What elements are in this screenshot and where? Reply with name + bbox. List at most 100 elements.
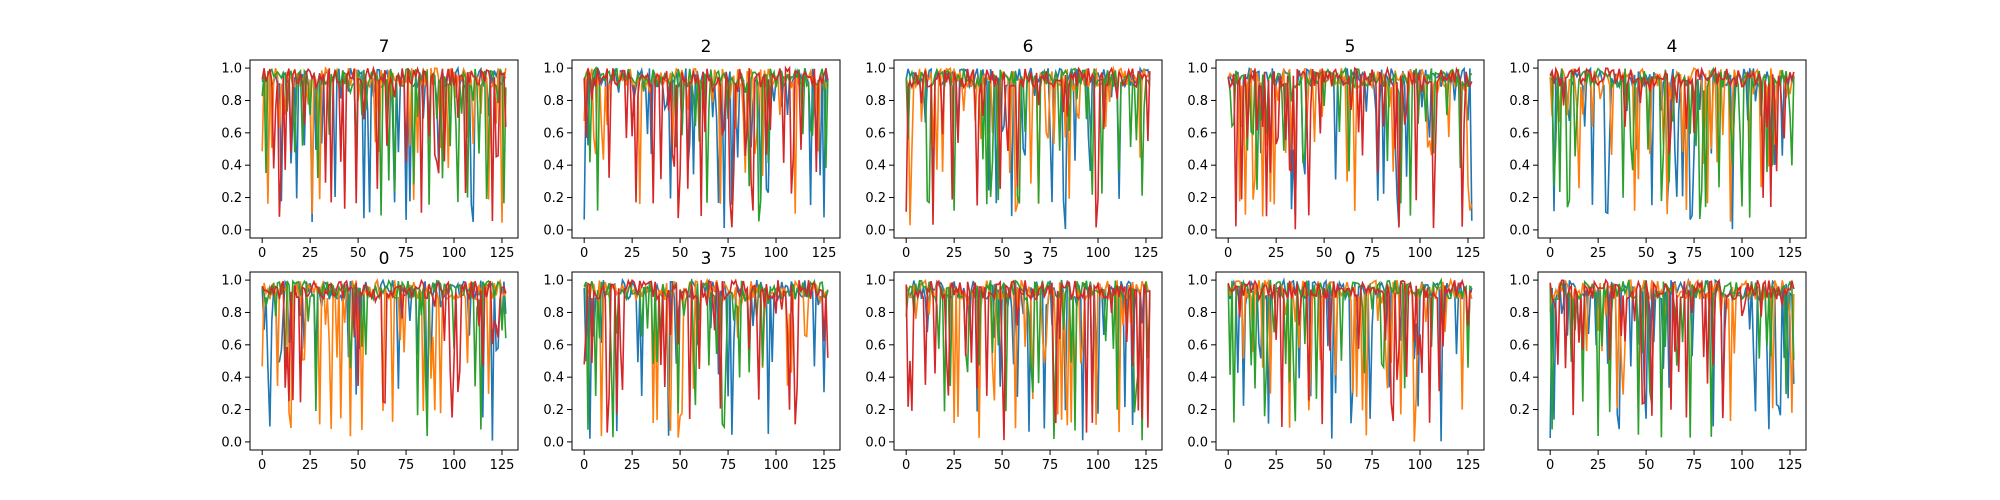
y-tick-label: 0.2 <box>1187 403 1208 418</box>
y-tick-label: 0.8 <box>1187 94 1208 109</box>
y-tick-label: 0.2 <box>221 403 242 418</box>
y-tick-label: 1.0 <box>865 62 886 77</box>
x-tick-label: 75 <box>1364 246 1381 261</box>
x-tick-label: 125 <box>1456 458 1481 473</box>
subplot-9: 0 25 50 75 100 125 0.0 0.2 0.4 0.6 0.8 1.0 0 <box>1187 249 1485 473</box>
x-tick-label: 50 <box>994 458 1011 473</box>
series-line-3 <box>261 278 507 437</box>
series-line-4 <box>905 279 1151 441</box>
x-tick-label: 0 <box>258 458 266 473</box>
x-tick-label: 100 <box>442 458 467 473</box>
y-tick-label: 0.6 <box>543 338 564 353</box>
x-tick-label: 50 <box>350 246 367 261</box>
y-tick-label: 0.4 <box>1509 371 1530 386</box>
y-tick-label: 1.0 <box>865 274 886 289</box>
y-tick-label: 0.8 <box>543 306 564 321</box>
y-tick-label: 0.8 <box>1187 306 1208 321</box>
y-tick-label: 0.8 <box>865 306 886 321</box>
axes-frame <box>249 271 519 451</box>
series-line-4 <box>261 65 507 222</box>
y-tick-label: 0.4 <box>865 371 886 386</box>
y-tick-label: 0.0 <box>1187 223 1208 238</box>
x-tick-label: 75 <box>1686 246 1703 261</box>
y-tick-label: 0.6 <box>543 126 564 141</box>
x-tick-label: 125 <box>1778 458 1803 473</box>
axes-frame <box>571 59 841 239</box>
series-line-4 <box>583 278 829 433</box>
x-tick-label: 100 <box>764 458 789 473</box>
subplot-2: 0 25 50 75 100 125 0.0 0.2 0.4 0.6 0.8 1.0 2 <box>543 37 841 261</box>
series-line-4 <box>1549 278 1795 419</box>
x-tick-label: 50 <box>672 458 689 473</box>
x-tick-label: 100 <box>1730 246 1755 261</box>
y-tick-label: 1.0 <box>1509 274 1530 289</box>
y-tick-label: 0.2 <box>543 403 564 418</box>
x-tick-label: 0 <box>1224 246 1232 261</box>
subplot-5: 0 25 50 75 100 125 0.0 0.2 0.4 0.6 0.8 1.0 4 <box>1509 37 1807 261</box>
x-tick-label: 100 <box>1408 458 1433 473</box>
x-tick-label: 25 <box>302 246 319 261</box>
y-tick-label: 0.8 <box>1509 94 1530 109</box>
axes-frame <box>1537 271 1807 451</box>
subplot-title: 0 <box>1345 249 1356 269</box>
x-tick-label: 25 <box>624 458 641 473</box>
y-tick-label: 0.6 <box>221 126 242 141</box>
x-tick-label: 75 <box>1686 458 1703 473</box>
x-tick-label: 25 <box>624 246 641 261</box>
y-tick-label: 1.0 <box>221 62 242 77</box>
y-tick-label: 0.4 <box>1187 159 1208 174</box>
x-tick-label: 100 <box>442 246 467 261</box>
y-tick-label: 0.0 <box>1187 435 1208 450</box>
x-tick-label: 25 <box>1268 246 1285 261</box>
x-tick-label: 50 <box>1316 458 1333 473</box>
y-tick-label: 0.6 <box>1187 338 1208 353</box>
y-tick-label: 0.2 <box>865 191 886 206</box>
x-tick-label: 50 <box>1638 458 1655 473</box>
y-tick-label: 0.6 <box>1509 126 1530 141</box>
y-tick-label: 0.6 <box>1509 338 1530 353</box>
x-tick-label: 100 <box>1086 246 1111 261</box>
subplot-title: 3 <box>1023 249 1034 269</box>
series-line-1 <box>1227 277 1473 442</box>
subplot-8: 0 25 50 75 100 125 0.0 0.2 0.4 0.6 0.8 1.0 3 <box>865 249 1163 473</box>
series-line-3 <box>1227 66 1473 216</box>
axes-frame <box>1215 59 1485 239</box>
y-tick-label: 0.8 <box>1509 306 1530 321</box>
y-tick-label: 0.2 <box>543 191 564 206</box>
y-tick-label: 0.8 <box>543 94 564 109</box>
x-tick-label: 125 <box>1134 246 1159 261</box>
axes-frame <box>249 59 519 239</box>
series-line-4 <box>1227 278 1473 428</box>
y-tick-label: 0.2 <box>865 403 886 418</box>
x-tick-label: 125 <box>1456 246 1481 261</box>
x-tick-label: 75 <box>720 458 737 473</box>
x-tick-label: 75 <box>720 246 737 261</box>
y-tick-label: 0.0 <box>1509 223 1530 238</box>
axes-frame <box>1215 271 1485 451</box>
y-tick-label: 0.6 <box>221 338 242 353</box>
axes-frame <box>571 271 841 451</box>
x-tick-label: 125 <box>812 458 837 473</box>
x-tick-label: 25 <box>1268 458 1285 473</box>
x-tick-label: 50 <box>1316 246 1333 261</box>
y-tick-label: 0.0 <box>865 223 886 238</box>
y-tick-label: 1.0 <box>543 62 564 77</box>
axes-frame <box>893 59 1163 239</box>
y-tick-label: 1.0 <box>543 274 564 289</box>
subplot-title: 0 <box>379 249 390 269</box>
series-line-2 <box>905 65 1151 226</box>
y-tick-label: 0.8 <box>865 94 886 109</box>
series-line-4 <box>1227 65 1473 230</box>
y-tick-label: 0.2 <box>1509 191 1530 206</box>
x-tick-label: 50 <box>994 246 1011 261</box>
x-tick-label: 125 <box>1134 458 1159 473</box>
x-tick-label: 50 <box>1638 246 1655 261</box>
x-tick-label: 0 <box>1546 458 1554 473</box>
y-tick-label: 0.4 <box>221 371 242 386</box>
x-tick-label: 0 <box>580 246 588 261</box>
x-tick-label: 125 <box>812 246 837 261</box>
subplot-title: 3 <box>701 249 712 269</box>
y-tick-label: 0.4 <box>865 159 886 174</box>
series-line-4 <box>905 66 1151 228</box>
y-tick-label: 0.2 <box>1187 191 1208 206</box>
